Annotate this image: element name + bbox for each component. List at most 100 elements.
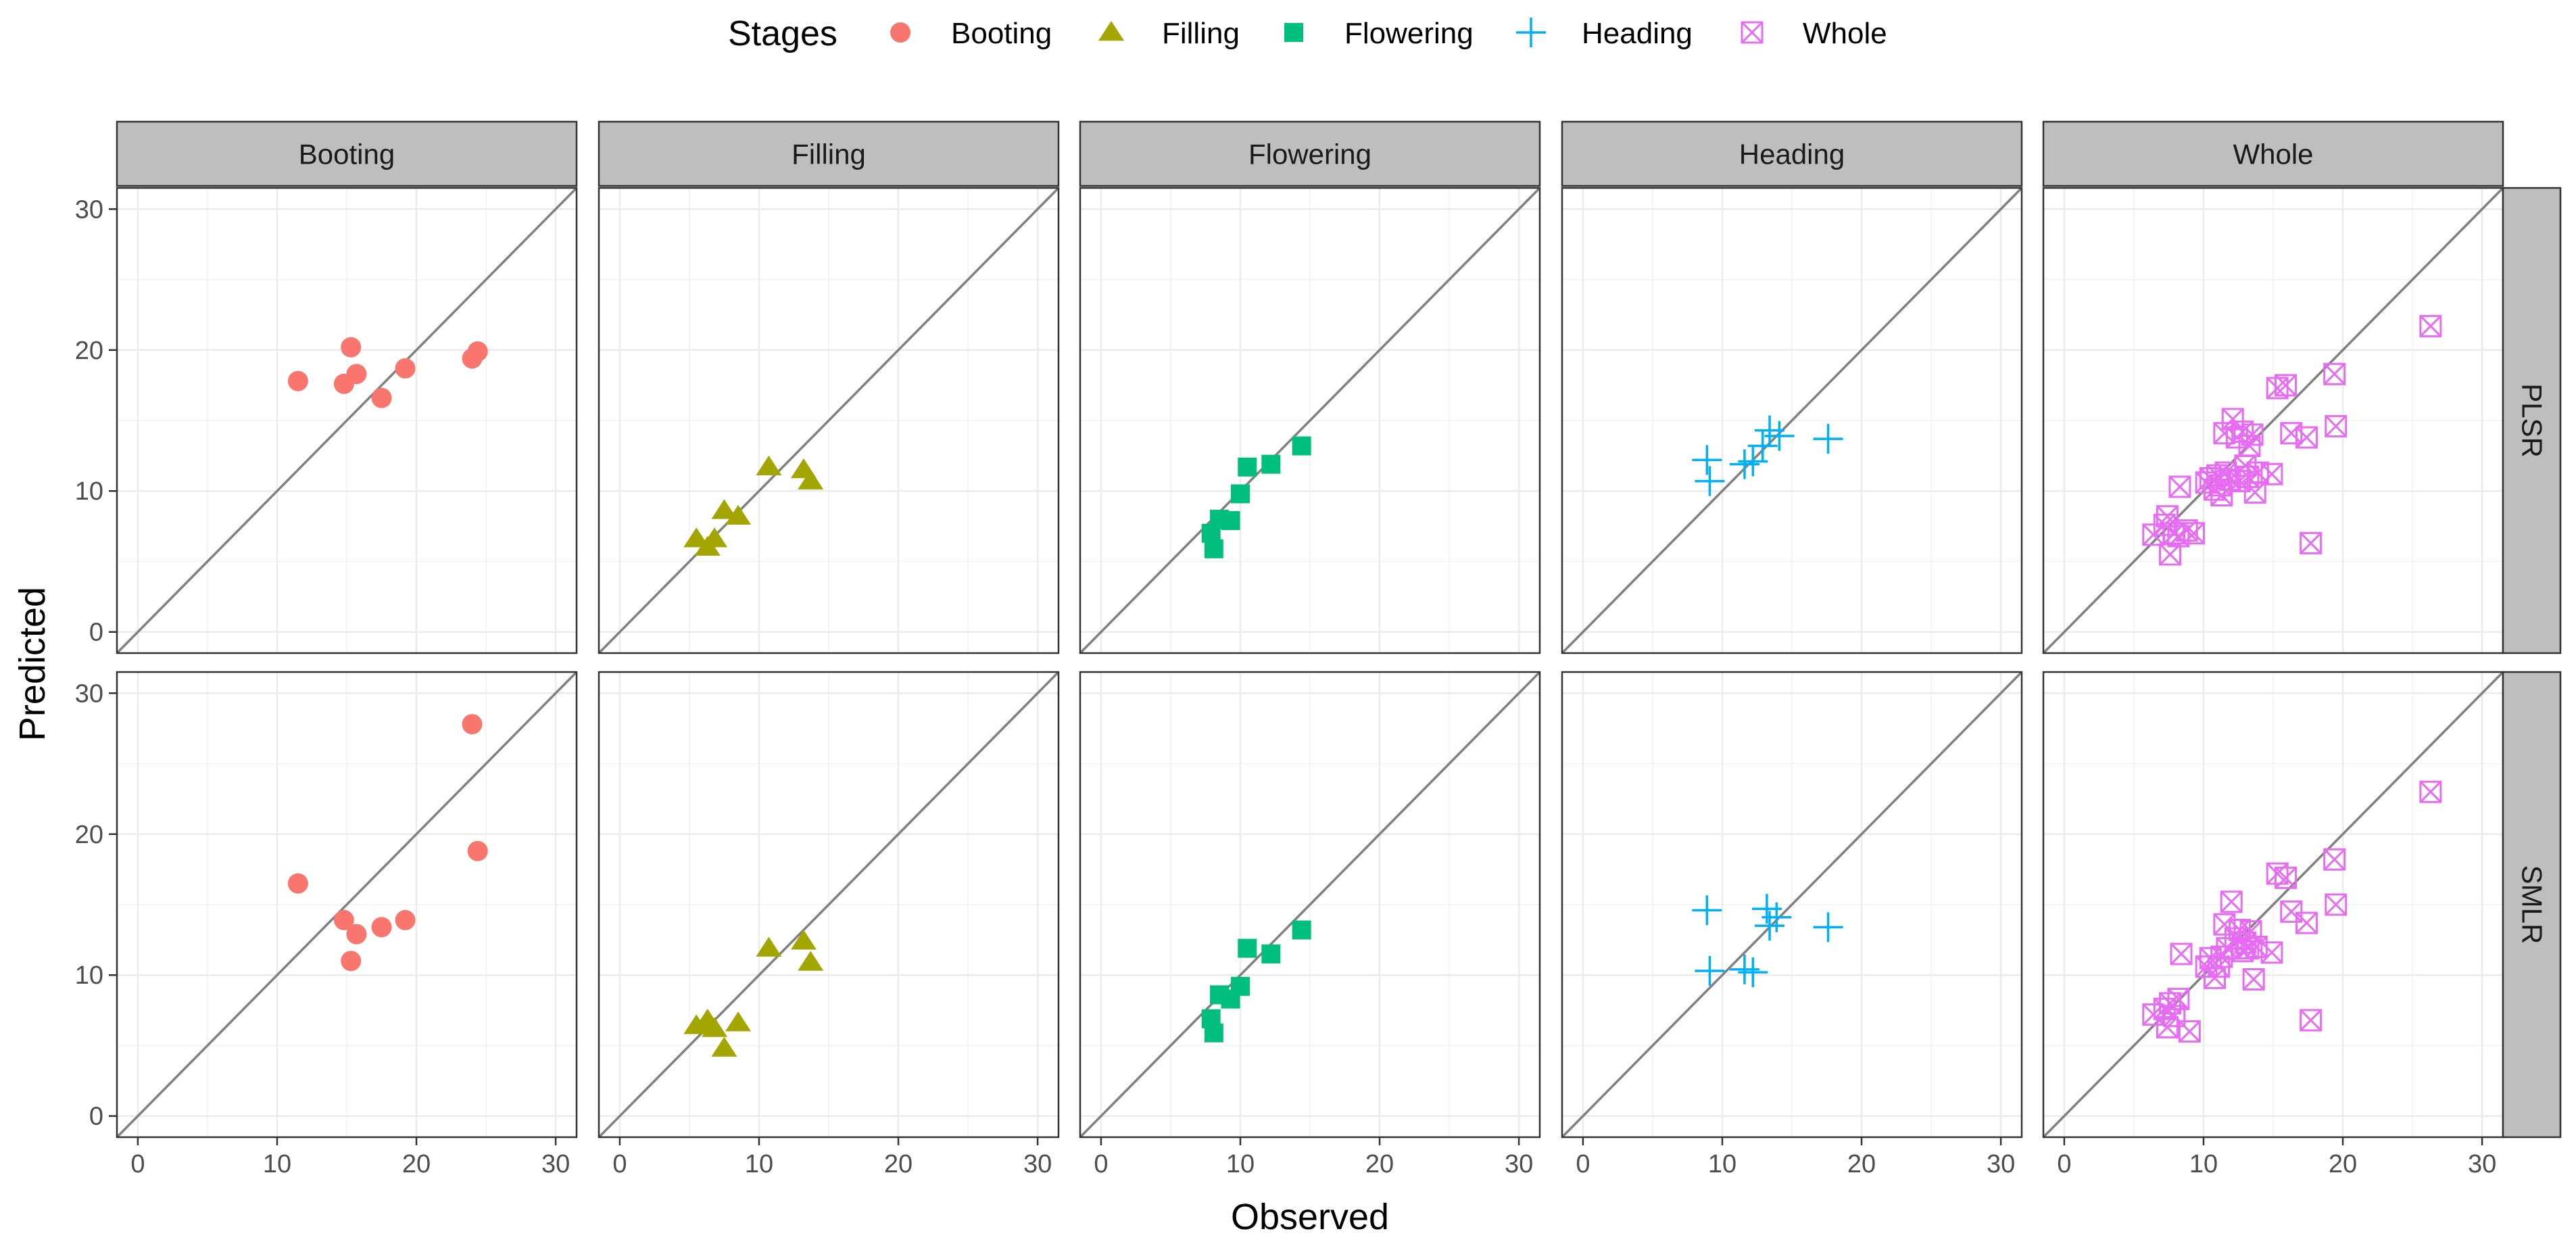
x-tick-label: 20 bbox=[1365, 1150, 1394, 1178]
legend-entry-whole: Whole bbox=[1741, 17, 1887, 50]
strip-background bbox=[2502, 671, 2562, 1139]
y-tick-label: 10 bbox=[75, 961, 103, 990]
identity-line bbox=[598, 187, 1060, 654]
strip-label: Booting bbox=[299, 139, 395, 170]
panel-border bbox=[116, 671, 578, 1139]
strip-background bbox=[1079, 120, 1541, 187]
strip-label: Filling bbox=[792, 139, 866, 170]
panel-plsr-booting bbox=[116, 187, 578, 654]
data-point bbox=[395, 358, 416, 379]
y-tick-label: 30 bbox=[75, 195, 103, 224]
data-point bbox=[1813, 424, 1843, 454]
data-point bbox=[1292, 920, 1311, 940]
panel-plsr-whole bbox=[2042, 187, 2504, 654]
data-point bbox=[2183, 522, 2206, 545]
panel-plsr-filling bbox=[598, 187, 1060, 654]
x-tick-label: 10 bbox=[263, 1150, 291, 1178]
legend-label: Booting bbox=[951, 17, 1052, 50]
data-point bbox=[2419, 314, 2442, 337]
data-point bbox=[798, 951, 824, 971]
data-point bbox=[2295, 426, 2318, 449]
data-point bbox=[346, 364, 367, 385]
data-point bbox=[1764, 421, 1795, 451]
strip-background bbox=[2502, 187, 2562, 654]
panel-smlr-whole bbox=[2042, 671, 2504, 1139]
identity-line bbox=[2042, 671, 2504, 1139]
legend-entry-booting: Booting bbox=[890, 17, 1052, 50]
panel-smlr-heading bbox=[1561, 671, 2023, 1139]
data-point bbox=[2156, 1015, 2179, 1038]
data-point bbox=[1692, 895, 1722, 926]
data-point bbox=[2168, 475, 2191, 498]
data-point bbox=[2275, 374, 2298, 397]
legend-label: Whole bbox=[1803, 17, 1887, 50]
x-tick-label: 20 bbox=[402, 1150, 431, 1178]
x-tick-label: 10 bbox=[1226, 1150, 1255, 1178]
strip-plsr: PLSR bbox=[2502, 187, 2562, 654]
strip-background bbox=[1561, 120, 2023, 187]
data-point bbox=[711, 499, 737, 519]
data-point bbox=[2275, 866, 2298, 889]
data-point bbox=[1230, 976, 1250, 996]
strip-background bbox=[2042, 120, 2504, 187]
column-strips: Booting Filling Flowering Heading Whole bbox=[116, 120, 2504, 187]
strip-label: SMLR bbox=[2517, 865, 2548, 944]
y-tick-label: 0 bbox=[89, 619, 103, 647]
panel-border bbox=[1079, 187, 1541, 654]
legend-title: Stages bbox=[728, 14, 837, 53]
legend-entry-flowering: Flowering bbox=[1284, 17, 1474, 50]
data-point bbox=[1221, 511, 1240, 531]
x-tick-label: 10 bbox=[2189, 1150, 2218, 1178]
data-point bbox=[462, 714, 483, 735]
identity-line bbox=[1561, 187, 2023, 654]
x-tick-label: 0 bbox=[2057, 1150, 2071, 1178]
data-point bbox=[1230, 484, 1250, 504]
data-point bbox=[798, 469, 824, 489]
data-point bbox=[346, 924, 367, 944]
panel-plsr-flowering bbox=[1079, 187, 1541, 654]
data-point bbox=[395, 909, 416, 930]
data-point bbox=[1695, 466, 1725, 496]
strip-whole: Whole bbox=[2042, 120, 2504, 187]
y-tick-label: 20 bbox=[75, 337, 103, 365]
x-tick-label: 0 bbox=[1094, 1150, 1108, 1178]
data-point bbox=[1747, 431, 1778, 461]
data-point bbox=[333, 909, 354, 930]
legend: Stages Booting Filling Flowering Heading Who… bbox=[728, 14, 1887, 53]
identity-line bbox=[598, 671, 1060, 1139]
data-point bbox=[1761, 902, 1792, 932]
strip-background bbox=[116, 120, 578, 187]
data-point bbox=[2325, 414, 2348, 437]
y-tick-label: 20 bbox=[75, 821, 103, 849]
data-point bbox=[2323, 848, 2346, 871]
data-point bbox=[1204, 1023, 1223, 1043]
data-point bbox=[287, 370, 308, 391]
x-tick-label: 10 bbox=[1708, 1150, 1736, 1178]
data-point bbox=[2220, 890, 2243, 913]
data-point bbox=[1813, 912, 1843, 942]
data-point bbox=[1238, 457, 1257, 477]
strip-label: PLSR bbox=[2517, 383, 2548, 458]
y-tick-label: 10 bbox=[75, 477, 103, 506]
legend-label: Filling bbox=[1162, 17, 1240, 50]
data-point bbox=[1755, 911, 1785, 941]
data-point bbox=[2241, 423, 2264, 446]
strip-background bbox=[598, 120, 1060, 187]
y-axis: 0 10 20 30 0 10 20 30 bbox=[75, 195, 117, 1131]
data-point bbox=[1738, 957, 1768, 988]
data-point bbox=[711, 1036, 737, 1057]
x-tick-label: 10 bbox=[745, 1150, 773, 1178]
x-tick-label: 0 bbox=[130, 1150, 145, 1178]
legend-key-filling-icon bbox=[1098, 21, 1124, 41]
data-point bbox=[2300, 531, 2323, 554]
facet-panels bbox=[116, 187, 2504, 1139]
x-tick-label: 30 bbox=[1987, 1150, 2015, 1178]
identity-line bbox=[116, 671, 578, 1139]
data-point bbox=[683, 1014, 710, 1034]
data-point bbox=[702, 1017, 728, 1037]
data-point bbox=[790, 930, 817, 950]
strip-booting: Booting bbox=[116, 120, 578, 187]
legend-entry-filling: Filling bbox=[1098, 17, 1240, 50]
data-point bbox=[2280, 900, 2303, 923]
data-point bbox=[725, 1011, 752, 1032]
